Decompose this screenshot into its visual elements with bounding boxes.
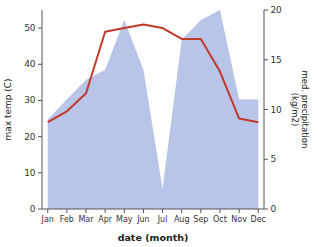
tick-label: 10 <box>270 105 282 115</box>
tick-label: Jun <box>136 215 150 224</box>
tick-label: May <box>116 215 133 224</box>
tick-label: Sep <box>193 215 208 224</box>
tick-label: Jan <box>41 215 54 224</box>
tick-mark <box>86 209 87 213</box>
tick-mark <box>162 209 163 213</box>
x-axis-line <box>42 209 264 210</box>
tick-label: 5 <box>270 154 276 164</box>
tick-label: Jul <box>157 215 168 224</box>
tick-label: 0 <box>270 204 276 214</box>
y2-axis-label: med. precipitation(kg/m2) <box>290 71 310 149</box>
tick-mark <box>38 136 42 137</box>
axes: 0 10 20 30 40 50 0 5 10 15 20 Jan Feb Mar AprMayJun Jul… <box>24 5 282 224</box>
tick-mark <box>258 209 259 213</box>
chart: 0 10 20 30 40 50 0 5 10 15 20 Jan Feb Mar AprMayJun Jul… <box>0 0 318 247</box>
tick-label: 0 <box>30 204 36 214</box>
y2-axis-label-line: med. precipitation <box>300 71 310 149</box>
tick-mark <box>264 10 268 11</box>
tick-label: 20 <box>24 132 36 142</box>
y-axis-line <box>42 10 43 209</box>
tick-mark <box>38 28 42 29</box>
tick-mark <box>143 209 144 213</box>
tick-mark <box>264 209 268 210</box>
x-axis-label: date (month) <box>118 232 189 243</box>
tick-mark <box>181 209 182 213</box>
plot-area <box>48 10 259 209</box>
precipitation-area <box>48 10 259 209</box>
tick-label: 40 <box>24 59 36 69</box>
tick-mark <box>38 172 42 173</box>
tick-mark <box>66 209 67 213</box>
tick-mark <box>105 209 106 213</box>
tick-label: Oct <box>213 215 227 224</box>
tick-label: Aug <box>174 215 190 224</box>
chart-container: 0 10 20 30 40 50 0 5 10 15 20 Jan Feb Mar AprMayJun Jul… <box>0 0 318 247</box>
tick-label: Apr <box>98 215 113 224</box>
tick-mark <box>264 109 268 110</box>
tick-label: Feb <box>60 215 74 224</box>
tick-mark <box>264 59 268 60</box>
tick-label: 50 <box>24 23 36 33</box>
tick-label: 30 <box>24 95 36 105</box>
tick-mark <box>38 100 42 101</box>
tick-mark <box>124 209 125 213</box>
tick-mark <box>38 64 42 65</box>
tick-label: Dec <box>251 215 266 224</box>
tick-label: 15 <box>270 55 281 65</box>
tick-label: Mar <box>78 215 94 224</box>
tick-mark <box>264 159 268 160</box>
temperature-line <box>48 24 259 122</box>
tick-mark <box>38 209 42 210</box>
tick-label: Nov <box>231 215 247 224</box>
tick-mark <box>239 209 240 213</box>
y2-axis-label-line: (kg/m2) <box>290 93 300 127</box>
tick-label: 20 <box>270 5 282 15</box>
tick-mark <box>200 209 201 213</box>
tick-mark <box>219 209 220 213</box>
tick-label: 10 <box>24 168 36 178</box>
tick-mark <box>47 209 48 213</box>
y-axis-label: max temp (C) <box>3 78 13 140</box>
